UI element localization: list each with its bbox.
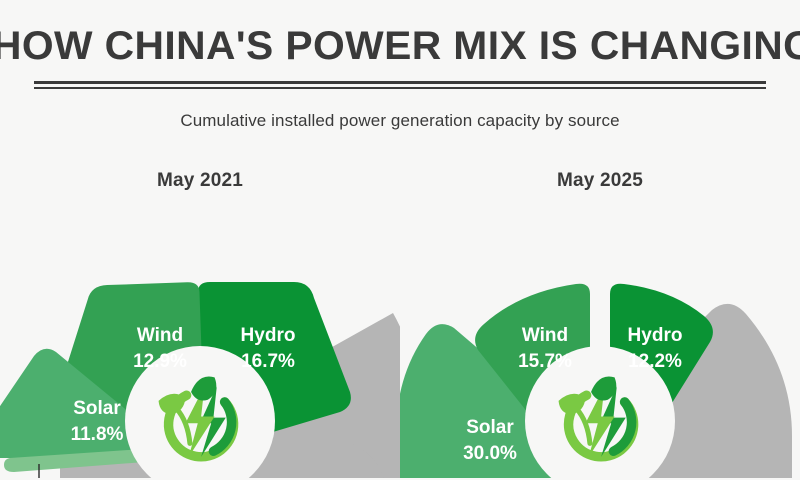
lightning-bolt-front-icon	[185, 386, 215, 457]
leaf-dark-icon	[191, 376, 217, 401]
eco-energy-icon-2025	[558, 376, 639, 462]
donut-chart-2025: Hydro 12.2% Wind 15.7% Solar 30.0%	[400, 283, 792, 478]
segment-label-hydro-name-2025: Hydro	[628, 325, 683, 346]
chart-may-2021: May 2021	[0, 170, 400, 478]
lightning-bolt-back-icon	[600, 386, 626, 457]
segment-label-hydro-name-2021: Hydro	[241, 325, 296, 346]
segment-label-hydro-value-2021: 16.7%	[241, 351, 295, 372]
lightning-bolt-front-icon	[585, 386, 615, 457]
donut-wrap-2025: Hydro 12.2% Wind 15.7% Solar 30.0%	[400, 206, 800, 478]
donut-chart-2021: Hydro 16.7% Wind 12.9% Solar 11.8%	[0, 282, 400, 478]
infographic-header: HOW CHINA'S POWER MIX IS CHANGING Cumula…	[0, 0, 800, 131]
eco-energy-icon-2021	[158, 376, 239, 462]
leaf-stem-icon	[173, 406, 193, 446]
segment-label-solar-value-2025: 30.0%	[463, 443, 517, 464]
segment-label-wind-name-2025: Wind	[522, 325, 568, 346]
segment-label-solar-name-2025: Solar	[466, 417, 514, 438]
segment-label-wind-value-2021: 12.9%	[133, 351, 187, 372]
segment-label-solar-value-2021: 11.8%	[71, 424, 124, 445]
lightning-bolt-back-icon	[200, 386, 226, 457]
eco-ring-dark-icon	[608, 397, 637, 457]
leaf-stem-icon	[573, 406, 593, 446]
donut-wrap-2021: Hydro 16.7% Wind 12.9% Solar 11.8%	[0, 206, 400, 478]
segment-label-solar-name-2021: Solar	[73, 398, 121, 419]
chart-heading-2025: May 2025	[556, 170, 644, 191]
chart-heading-2021: May 2021	[156, 170, 244, 191]
charts-row: May 2021	[0, 170, 800, 478]
eco-ring-dark-icon	[208, 397, 237, 457]
segment-label-wind-value-2025: 15.7%	[518, 351, 572, 372]
segment-label-hydro-value-2025: 12.2%	[628, 351, 682, 372]
chart-may-2025: May 2025	[400, 170, 800, 478]
leaf-dark-icon	[591, 376, 617, 401]
segment-label-wind-name-2021: Wind	[137, 325, 183, 346]
title-divider	[0, 81, 800, 89]
page-title: HOW CHINA'S POWER MIX IS CHANGING	[0, 24, 800, 68]
divider-line-thick	[34, 81, 766, 84]
donut-segment-solar-2021	[0, 348, 165, 458]
donut-segment-other-2021	[4, 447, 168, 472]
divider-line-thin	[34, 87, 766, 89]
page-subtitle: Cumulative installed power generation ca…	[180, 111, 620, 130]
